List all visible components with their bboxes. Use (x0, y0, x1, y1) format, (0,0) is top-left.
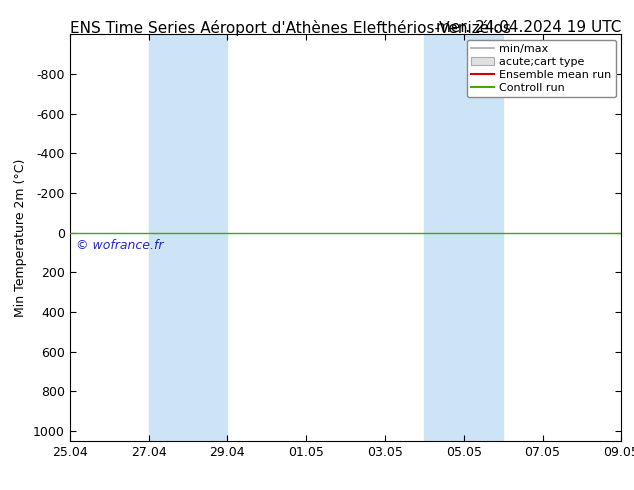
Bar (424, 34, 503, 441)
Text: © wofrance.fr: © wofrance.fr (75, 239, 163, 252)
Bar (148, 34, 228, 441)
Legend: min/max, acute;cart type, Ensemble mean run, Controll run: min/max, acute;cart type, Ensemble mean … (467, 40, 616, 97)
Text: mer. 24.04.2024 19 UTC: mer. 24.04.2024 19 UTC (436, 20, 621, 35)
Text: ENS Time Series Aéroport d'Athènes Elefthérios-Venizélos: ENS Time Series Aéroport d'Athènes Eleft… (70, 20, 510, 36)
Y-axis label: Min Temperature 2m (°C): Min Temperature 2m (°C) (15, 158, 27, 317)
